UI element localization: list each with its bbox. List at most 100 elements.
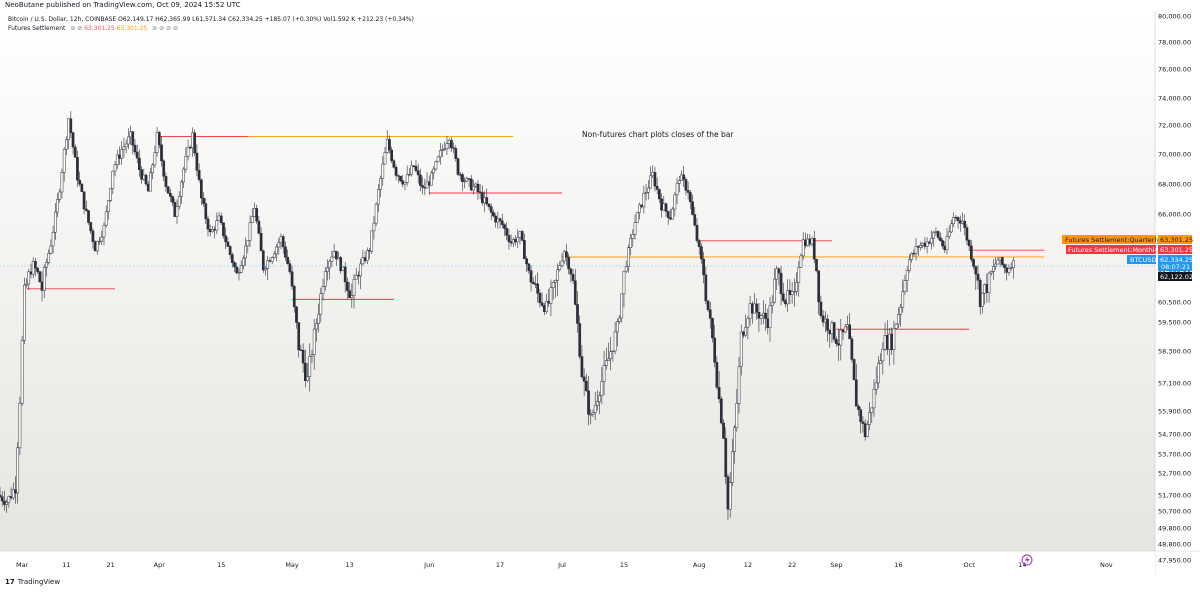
candle-body [618,317,621,322]
candle-body [998,257,1002,261]
candle-body [717,387,721,400]
candle-body [208,229,212,233]
candle-body [421,185,424,188]
candle-body [445,143,449,149]
candle-body [306,376,309,381]
candle [717,371,721,404]
candle [438,142,442,165]
candle [60,168,64,199]
candle-body [810,238,814,245]
candle [120,141,124,165]
candle-body [465,178,469,182]
candle [695,218,699,243]
tradingview-logo[interactable]: 17 TradingView [5,578,60,586]
candle-body [458,174,462,176]
candle-body [175,206,179,217]
candle-body [202,197,205,204]
candle [673,192,677,217]
footer: 17 TradingView [0,575,1200,590]
candle [195,144,199,177]
price-tick-label: 52,700.00 [1158,470,1191,478]
candle-body [381,163,385,179]
candle [536,272,540,303]
candle-body [573,280,577,305]
chart-area[interactable]: 80,000.00 78,000.00 76,000.00 74,000.00 72,0… [0,11,1200,590]
candle [399,175,402,183]
candle [65,136,68,155]
candle-body [859,409,863,423]
indicator-settings-icon[interactable]: ⊘ ⊘ [70,25,83,32]
candle [472,179,475,195]
candle-body [768,305,772,329]
candle [987,271,991,303]
candle-body [567,256,570,270]
candle-body [684,179,688,191]
candle [250,208,254,224]
candle-body [58,191,62,200]
candle-body [237,272,241,274]
candle [405,165,409,187]
price-axis: 80,000.00 78,000.00 76,000.00 74,000.00 72,0… [1158,13,1191,565]
candle-body [51,231,55,247]
candle [381,155,385,186]
candle [629,233,632,256]
candle [724,427,728,485]
price-tick-label: 76,000.00 [1158,66,1191,74]
quarterly-value: 63,301.25 [1160,236,1193,244]
candle [874,366,878,395]
candle-body [883,334,887,350]
candle-body [885,334,889,350]
candle [768,297,772,342]
candle-body [454,148,458,159]
candle [319,287,323,323]
candle [244,237,247,266]
candle-body [131,131,135,146]
candle-body [963,220,967,228]
candle [157,130,161,149]
candle [558,261,562,272]
candle [277,238,281,255]
candle [781,282,785,303]
price-tick-label: 55,900.00 [1158,408,1191,416]
candle-body [80,183,84,193]
candle [84,200,88,212]
indicator-extra-icons[interactable]: ⊘ ⊘ ⊘ ⊘ [152,25,178,32]
candle [18,396,22,455]
candle [589,409,593,425]
price-chart[interactable]: 80,000.00 78,000.00 76,000.00 74,000.00 72,0… [0,11,1200,590]
time-tick-label: 22 [788,561,796,569]
candle-body [514,239,517,243]
candle-body [925,241,929,247]
candle-body [658,189,661,200]
candle-body [500,220,504,225]
candle-body [896,314,900,325]
price-tick-label: 68,000.00 [1158,181,1191,189]
candle [233,260,236,273]
candle-body [848,324,852,340]
candle-body [142,174,146,180]
candle [549,279,553,317]
candle-body [171,196,174,203]
candle-body [89,222,93,232]
candle-body [76,157,79,181]
candle-body [919,245,922,248]
candle-body [779,272,783,295]
candle-body [531,281,535,285]
candle-body [297,322,301,351]
price-tick-label: 66,000.00 [1158,211,1191,219]
candle-body [151,164,155,174]
symbol-legend[interactable]: Bitcoin / U.S. Dollar, 12h, COINBASE O62… [8,16,414,23]
candle [731,438,734,487]
candle-body [903,280,907,292]
lightning-icon[interactable] [1021,554,1033,566]
candle [531,277,535,285]
candle [638,202,641,220]
candle [702,251,705,284]
candle [407,168,411,177]
candle [919,241,922,251]
candle-body [27,271,31,285]
candle [910,252,913,263]
time-tick-label: Apr [154,561,166,569]
time-tick-label: Sep [830,561,842,569]
indicator-legend[interactable]: Futures Settlement ⊘ ⊘ 63,301.25 63,301.… [8,25,178,32]
